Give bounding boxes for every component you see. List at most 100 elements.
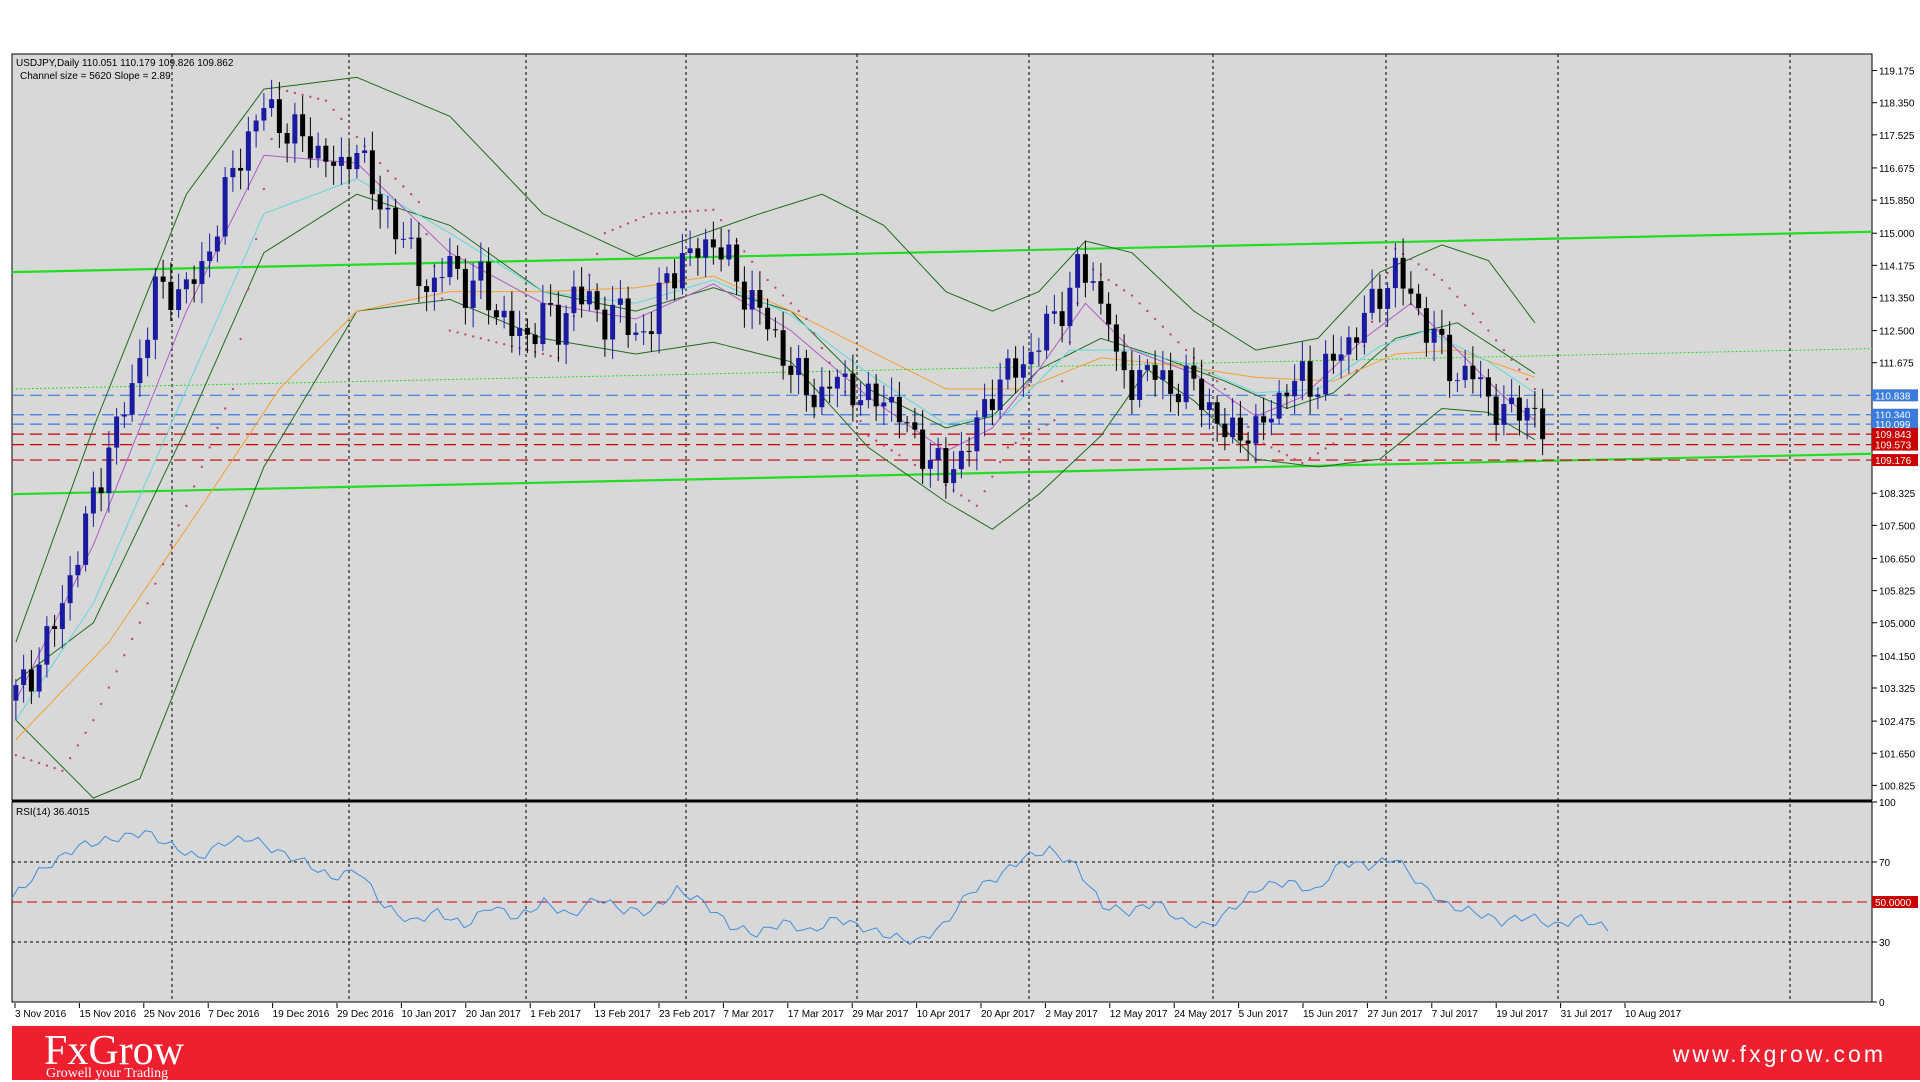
candle-body (1113, 324, 1119, 352)
sar-dot (991, 475, 994, 478)
candle-body (160, 276, 166, 282)
date-label: 27 Jun 2017 (1367, 1009, 1422, 1020)
price-tick-label: 114.175 (1879, 261, 1915, 272)
candle-body (1090, 281, 1096, 283)
candle-body (261, 108, 267, 121)
sar-dot (1518, 368, 1521, 371)
sar-dot (967, 499, 971, 502)
candle-body (1059, 311, 1065, 327)
candle-body (59, 603, 65, 630)
candle-body (509, 310, 515, 336)
sar-dot (595, 252, 599, 256)
sar-dot (1060, 380, 1064, 383)
level-lines (12, 394, 1872, 461)
price-tick-label: 119.175 (1879, 67, 1915, 78)
candle-body (974, 417, 980, 452)
candle-body (517, 327, 523, 336)
candle-body (1121, 351, 1127, 371)
sar-dot (1045, 423, 1048, 426)
sar-dot (332, 108, 335, 112)
sar-dot (394, 177, 397, 180)
candle-body (602, 309, 608, 340)
sar-dot (208, 446, 211, 449)
candle-body (842, 373, 848, 377)
sar-dot (285, 89, 289, 93)
candle-body (478, 261, 484, 281)
sar-dot (1355, 369, 1358, 372)
candle-body (470, 280, 476, 308)
candle-body (1044, 313, 1050, 351)
price-tick-label: 107.500 (1879, 521, 1916, 532)
candle-body (1067, 287, 1073, 327)
candle-body (67, 575, 73, 604)
candle-body (780, 330, 786, 366)
candle-body (13, 685, 19, 701)
candle-body (346, 156, 352, 170)
date-label: 19 Dec 2016 (273, 1009, 330, 1020)
candle-body (1369, 288, 1375, 313)
sar-dot (169, 543, 173, 547)
sar-dot (1324, 447, 1327, 450)
price-axis: 119.175 118.350 117.525 116.675 115.850 115.0… (1872, 67, 1916, 1009)
sar-dot (1525, 378, 1529, 381)
candle-body (1168, 370, 1174, 394)
sar-dot (603, 231, 607, 235)
sar-dot (1107, 278, 1110, 282)
sar-dot (812, 332, 816, 335)
candle-body (486, 261, 492, 311)
sar-dot (309, 95, 312, 99)
candle-body (726, 244, 732, 260)
candle-body (1524, 407, 1530, 421)
candle-body (369, 150, 375, 195)
sar-dot (859, 419, 862, 423)
candle-body (966, 450, 972, 452)
date-label: 2 May 2017 (1045, 1009, 1098, 1020)
price-tick-label: 103.325 (1879, 684, 1916, 695)
candle-body (447, 256, 453, 278)
mid-ma-line (15, 178, 1536, 721)
date-label: 20 Jan 2017 (466, 1009, 521, 1020)
sar-dot (22, 756, 25, 759)
candle-body (1129, 370, 1135, 400)
candle-body (354, 153, 360, 170)
candle-body (865, 383, 871, 401)
candle-body (1346, 337, 1352, 355)
candle-body (207, 251, 213, 262)
candle-body (656, 282, 662, 335)
sar-dot (898, 454, 901, 457)
candle-body (44, 626, 50, 665)
candle-body (1307, 361, 1313, 397)
candle-body (129, 383, 135, 415)
candle-body (718, 247, 724, 260)
date-label: 13 Feb 2017 (595, 1009, 652, 1020)
date-label: 23 Feb 2017 (659, 1009, 716, 1020)
time-axis: 3 Nov 2016 15 Nov 2016 25 Nov 2016 7 Dec 20… (14, 1003, 1682, 1020)
candle-body (896, 396, 902, 423)
sar-dot (1169, 333, 1172, 336)
sar-dot (84, 731, 87, 735)
sar-dot (1301, 461, 1304, 465)
candle-body (858, 400, 864, 406)
brand-url[interactable]: www.fxgrow.com (1672, 1041, 1886, 1067)
sar-dot (1448, 287, 1451, 290)
sar-dot (130, 637, 134, 641)
candle-body (106, 447, 112, 494)
sar-dot (92, 718, 95, 722)
candle-body (183, 279, 189, 290)
candle-body (1454, 380, 1460, 382)
candle-body (1431, 328, 1437, 343)
sar-dot (1022, 437, 1025, 440)
date-label: 12 May 2017 (1110, 1009, 1168, 1020)
main-pane[interactable] (11, 53, 1873, 801)
sar-dot (223, 407, 227, 410)
price-chart[interactable]: 119.175 118.350 117.525 116.675 115.850 115.0… (0, 0, 1920, 1026)
bollinger-middle (15, 193, 1536, 682)
sar-dot (657, 212, 661, 215)
level-tag-bg (1872, 428, 1918, 441)
sar-dot (1208, 372, 1211, 375)
candle-body (168, 281, 174, 311)
candle-body (431, 277, 437, 293)
candle-body (540, 303, 546, 345)
price-tick-label: 112.500 (1879, 327, 1915, 338)
